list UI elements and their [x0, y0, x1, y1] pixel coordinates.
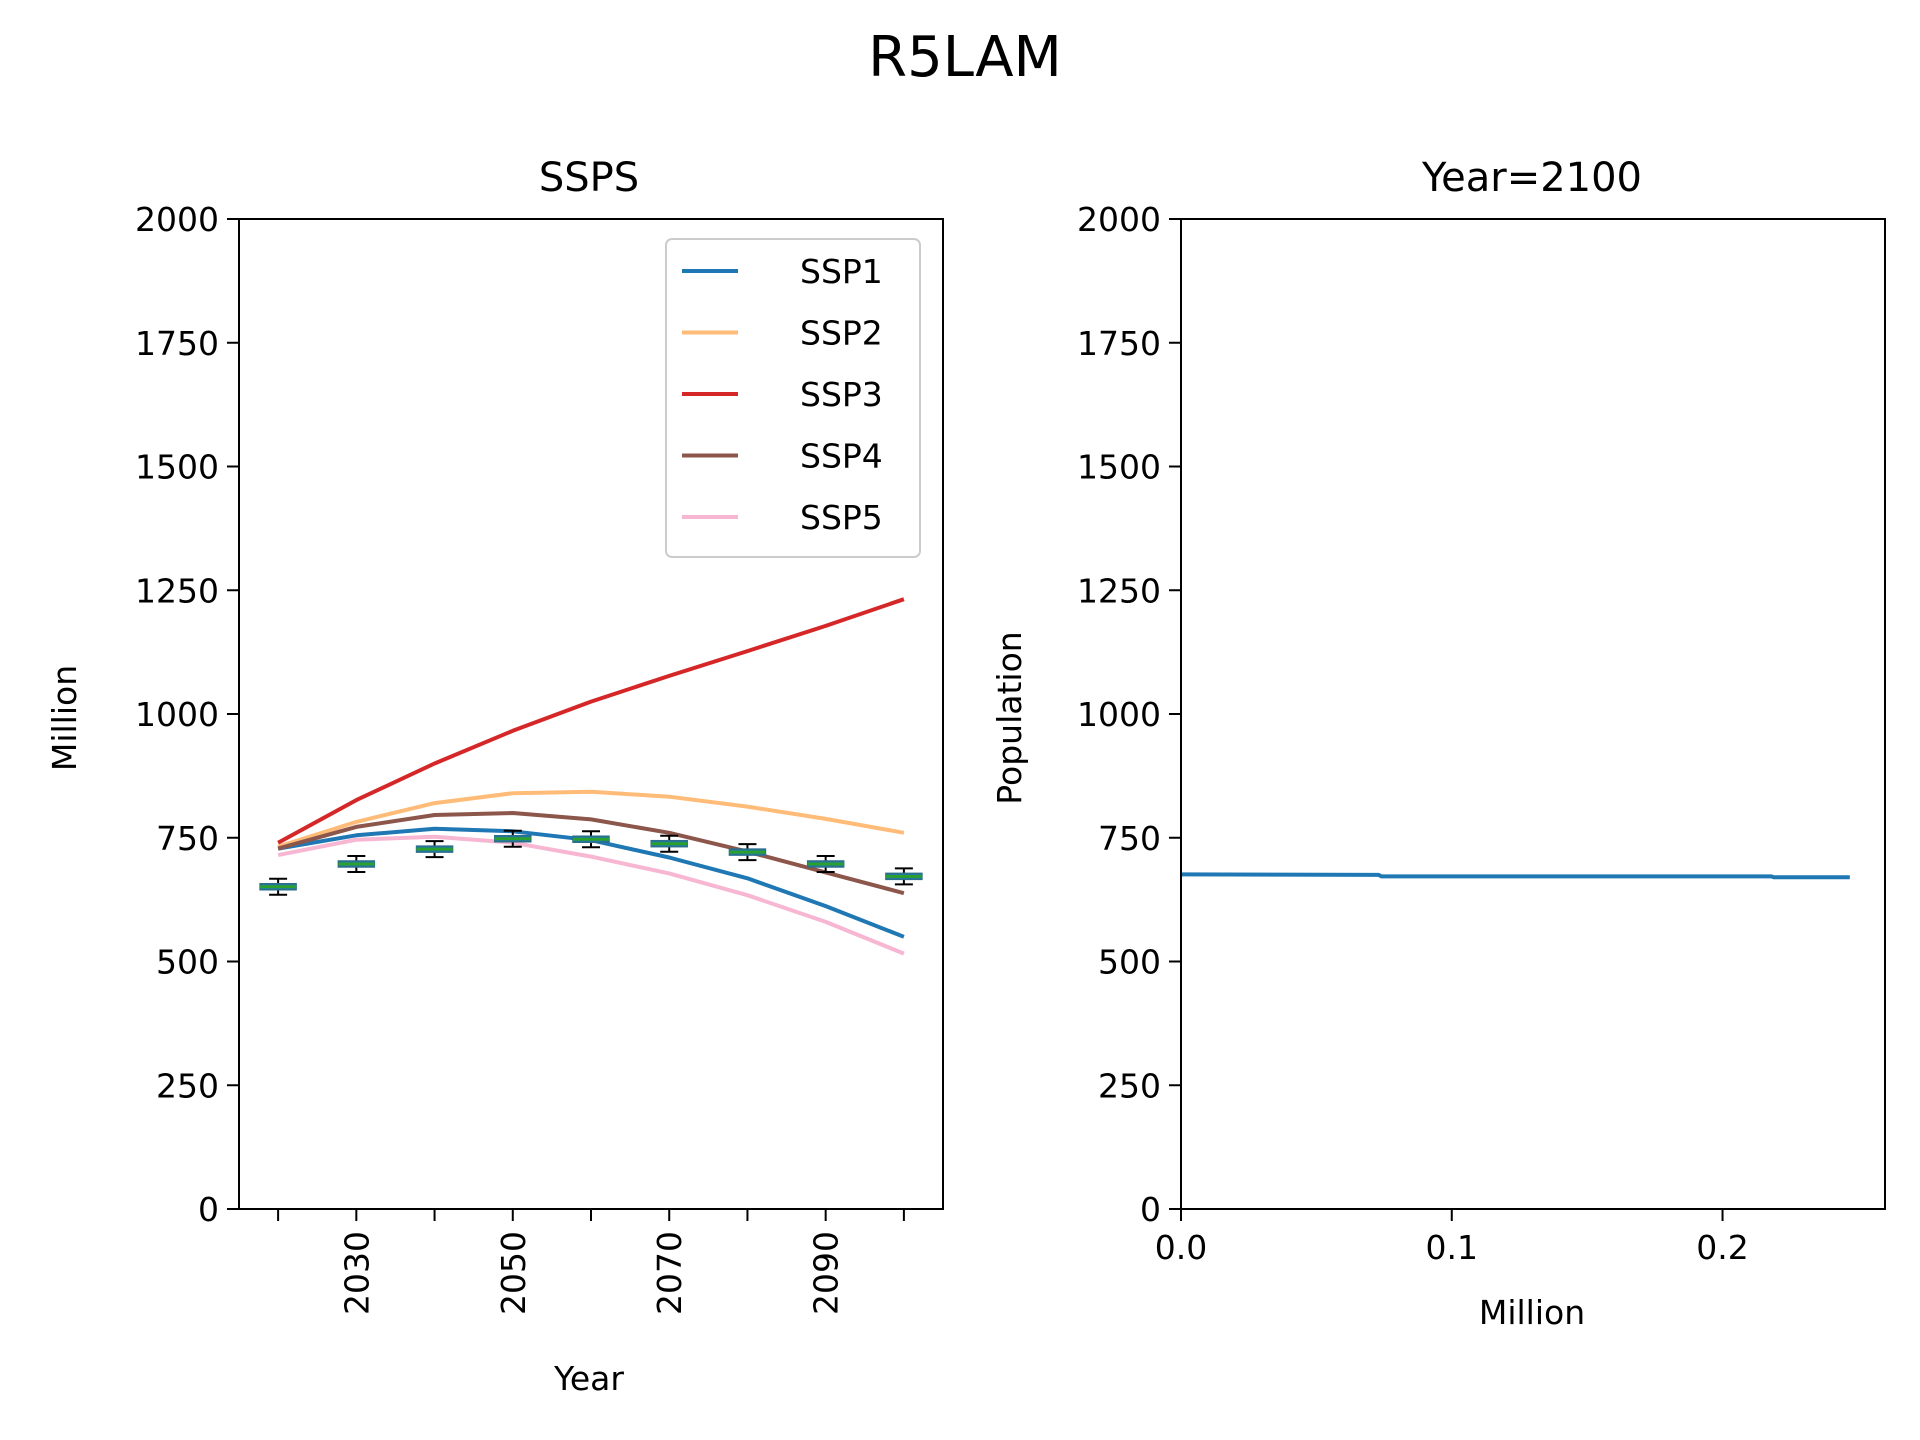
year-2100-line — [1180, 872, 1850, 880]
ssps-axes: 0 250 500 750 1000 1250 1500 1750 2000 2030 2050 20… — [135, 200, 944, 1315]
ssps-y-tick-label: 250 — [156, 1066, 219, 1105]
year-2100-x-axis-label: Million — [1479, 1293, 1585, 1332]
year-2100-y-tick-label: 1250 — [1077, 571, 1161, 610]
year-2100-y-tick-label: 1750 — [1077, 324, 1161, 363]
year-2100-axes: 0 250 500 750 1000 1250 1500 1750 2000 0.0 0.1 0.2 — [1077, 200, 1886, 1267]
year-2100-y-axis-label: Population — [990, 631, 1029, 804]
ssps-y-tick-label: 1250 — [135, 571, 219, 610]
year-2100-y-tick-label: 0 — [1140, 1190, 1161, 1229]
figure-title: R5LAM — [868, 25, 1062, 90]
year-2100-y-tick-label: 1000 — [1077, 695, 1161, 734]
ssps-y-tick-label: 1500 — [135, 448, 219, 487]
ssps-x-tick-label: 2030 — [337, 1231, 376, 1315]
ssps-panel-title: SSPS — [539, 155, 639, 201]
year-2100-y-tick-label: 1500 — [1077, 448, 1161, 487]
ssps-y-tick-label: 2000 — [135, 200, 219, 239]
series-line-ssp5 — [277, 834, 905, 956]
year-2100-panel: Year=2100 0 250 500 750 1000 1250 1500 1750 2000… — [990, 155, 1886, 1332]
year-2100-panel-title: Year=2100 — [1421, 155, 1642, 201]
year-2100-y-tick-label: 250 — [1098, 1066, 1161, 1105]
ssps-y-tick-label: 500 — [156, 943, 219, 982]
ssps-x-axis-label: Year — [553, 1359, 624, 1398]
year-2100-y-tick-label: 500 — [1098, 943, 1161, 982]
legend-label-ssp1: SSP1 — [800, 252, 883, 291]
year-2100-x-tick-label: 0.0 — [1155, 1228, 1207, 1267]
legend-label-ssp2: SSP2 — [800, 314, 883, 353]
legend-box — [665, 238, 921, 558]
ssps-y-tick-label: 0 — [198, 1190, 219, 1229]
year-2100-x-tick-label: 0.1 — [1426, 1228, 1478, 1267]
ssps-y-tick-label: 1000 — [135, 695, 219, 734]
series-line-ssp3 — [277, 597, 905, 845]
legend-label-ssp3: SSP3 — [800, 375, 883, 414]
ssps-legend: SSP1 SSP2 SSP3 SSP4 SSP5 — [665, 238, 921, 558]
year-2100-x-tick-label: 0.2 — [1696, 1228, 1748, 1267]
series-line-ssp2 — [277, 789, 905, 849]
legend-label-ssp5: SSP5 — [800, 498, 883, 537]
ssps-y-tick-label: 750 — [156, 819, 219, 858]
ssps-x-tick-label: 2070 — [650, 1231, 689, 1315]
ssps-x-tick-label: 2050 — [494, 1231, 533, 1315]
ssps-box-markers — [259, 829, 923, 896]
ssps-panel: SSPS 0 250 500 750 1000 1250 1500 1750 2000 2030 2… — [45, 155, 944, 1398]
ssps-series-lines — [277, 597, 905, 956]
year-2100-y-tick-label: 2000 — [1077, 200, 1161, 239]
ssps-y-axis-label: Million — [45, 665, 84, 771]
ssps-y-tick-label: 1750 — [135, 324, 219, 363]
population-line — [1180, 872, 1850, 880]
ssps-x-tick-label: 2090 — [807, 1231, 846, 1315]
year-2100-y-tick-label: 750 — [1098, 819, 1161, 858]
series-line-ssp4 — [277, 811, 905, 896]
legend-label-ssp4: SSP4 — [800, 437, 883, 476]
